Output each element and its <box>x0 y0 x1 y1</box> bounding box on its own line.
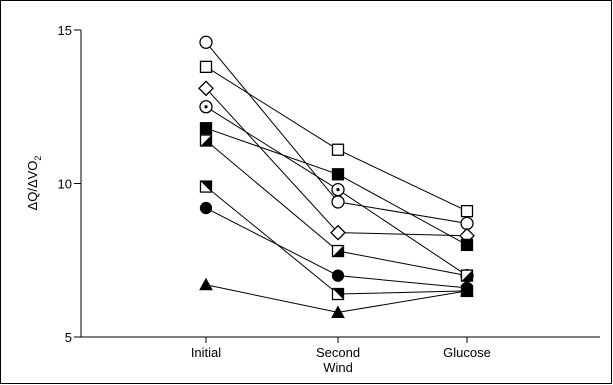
data-point <box>199 180 213 193</box>
data-point <box>460 269 474 282</box>
data-point <box>199 277 213 291</box>
data-point <box>331 168 345 181</box>
data-point <box>199 35 213 49</box>
data-point <box>199 134 213 147</box>
data-point <box>199 100 213 114</box>
y-tick-label: 5 <box>65 330 72 345</box>
x-tick-label: Initial <box>191 345 221 360</box>
data-point <box>330 224 346 241</box>
data-point <box>460 283 474 297</box>
data-point <box>460 204 474 218</box>
x-tick-label: Wind <box>323 360 353 375</box>
data-point <box>460 238 474 252</box>
data-point <box>331 244 345 258</box>
series-line <box>205 87 468 237</box>
data-point <box>198 80 214 97</box>
x-tick-label: Glucose <box>443 345 491 360</box>
series-markers <box>198 35 475 318</box>
x-tick-label: Second <box>316 345 360 360</box>
data-point <box>199 60 213 73</box>
data-point <box>331 269 345 282</box>
data-point <box>331 287 345 301</box>
data-point <box>199 122 213 135</box>
data-point <box>331 182 345 197</box>
data-point <box>331 305 345 318</box>
data-point <box>199 201 213 215</box>
y-tick-label: 15 <box>58 23 72 38</box>
data-point <box>331 143 345 156</box>
data-point <box>331 195 345 209</box>
y-axis-title: ΔQ/ΔVO2 <box>25 156 43 211</box>
data-point <box>460 216 474 231</box>
y-tick-label: 10 <box>58 177 72 192</box>
